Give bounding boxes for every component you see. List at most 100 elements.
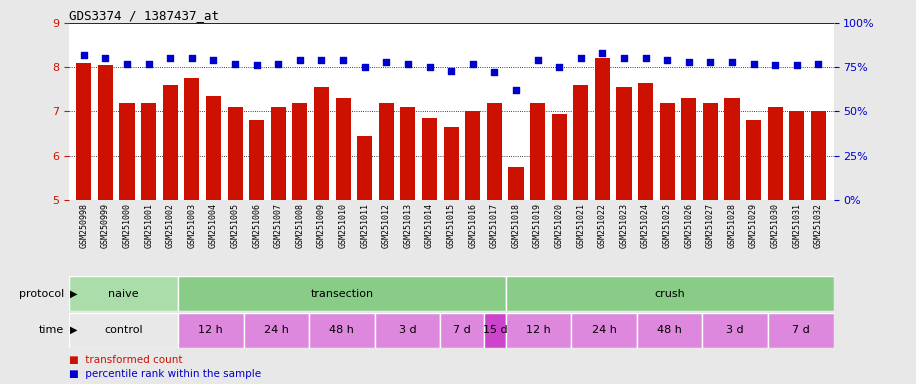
Bar <box>746 120 761 200</box>
Bar <box>206 96 221 200</box>
Point <box>163 55 178 61</box>
Bar <box>163 85 178 200</box>
Bar <box>703 103 718 200</box>
Bar <box>184 78 200 200</box>
Point <box>206 57 221 63</box>
Bar <box>178 313 244 348</box>
Bar <box>638 83 653 200</box>
Text: GSM251015: GSM251015 <box>447 203 455 248</box>
Point <box>249 62 264 68</box>
Bar <box>725 98 739 200</box>
Text: GSM251006: GSM251006 <box>252 203 261 248</box>
Text: control: control <box>104 325 143 335</box>
Point <box>271 61 286 67</box>
Bar <box>660 103 675 200</box>
Text: 24 h: 24 h <box>592 325 616 335</box>
Bar <box>486 103 502 200</box>
Bar <box>506 313 572 348</box>
Text: GSM251032: GSM251032 <box>814 203 823 248</box>
Point <box>508 87 523 93</box>
Point <box>595 50 610 56</box>
Bar <box>69 313 178 348</box>
Point <box>811 61 825 67</box>
Text: GSM251013: GSM251013 <box>403 203 412 248</box>
Text: GSM250998: GSM250998 <box>80 203 88 248</box>
Text: 7 d: 7 d <box>792 325 810 335</box>
Point <box>379 59 394 65</box>
Text: GSM251003: GSM251003 <box>188 203 196 248</box>
Text: GSM251028: GSM251028 <box>727 203 736 248</box>
Point <box>141 61 156 67</box>
Point <box>530 57 545 63</box>
Bar <box>400 107 416 200</box>
Text: GSM251027: GSM251027 <box>706 203 714 248</box>
Bar <box>768 313 834 348</box>
Bar <box>811 111 826 200</box>
Text: GSM251023: GSM251023 <box>619 203 628 248</box>
Text: 24 h: 24 h <box>264 325 289 335</box>
Bar <box>314 87 329 200</box>
Text: GSM250999: GSM250999 <box>101 203 110 248</box>
Text: 7 d: 7 d <box>453 325 471 335</box>
Text: GSM251021: GSM251021 <box>576 203 585 248</box>
Text: 12 h: 12 h <box>199 325 224 335</box>
Text: GSM251005: GSM251005 <box>231 203 240 248</box>
Text: GSM251010: GSM251010 <box>339 203 347 248</box>
Point <box>487 70 502 76</box>
Point <box>616 55 631 61</box>
Text: ▶: ▶ <box>70 325 77 335</box>
Text: GDS3374 / 1387437_at: GDS3374 / 1387437_at <box>69 9 219 22</box>
Bar <box>309 313 375 348</box>
Bar <box>768 107 783 200</box>
Text: transection: transection <box>311 289 374 299</box>
Point <box>725 59 739 65</box>
Bar <box>375 313 441 348</box>
Bar <box>465 111 480 200</box>
Text: GSM251020: GSM251020 <box>555 203 563 248</box>
Bar <box>249 120 264 200</box>
Text: ■  percentile rank within the sample: ■ percentile rank within the sample <box>69 369 261 379</box>
Bar <box>506 276 834 311</box>
Point <box>336 57 351 63</box>
Point <box>184 55 199 61</box>
Bar <box>616 87 631 200</box>
Text: GSM251002: GSM251002 <box>166 203 175 248</box>
Text: GSM251007: GSM251007 <box>274 203 283 248</box>
Bar <box>378 103 394 200</box>
Bar <box>441 313 484 348</box>
Bar <box>227 107 243 200</box>
Text: GSM251000: GSM251000 <box>123 203 132 248</box>
Point <box>422 64 437 70</box>
Point <box>228 61 243 67</box>
Text: GSM251019: GSM251019 <box>533 203 542 248</box>
Bar <box>335 98 351 200</box>
Point <box>660 57 674 63</box>
Text: GSM251009: GSM251009 <box>317 203 326 248</box>
Bar <box>141 103 157 200</box>
Point <box>77 52 92 58</box>
Text: 12 h: 12 h <box>526 325 551 335</box>
Point <box>357 64 372 70</box>
Bar <box>178 276 506 311</box>
Bar <box>594 58 610 200</box>
Text: ■  transformed count: ■ transformed count <box>69 355 182 365</box>
Text: GSM251030: GSM251030 <box>770 203 780 248</box>
Point <box>573 55 588 61</box>
Bar <box>443 127 459 200</box>
Point <box>551 64 566 70</box>
Point <box>703 59 718 65</box>
Bar <box>703 313 768 348</box>
Point <box>747 61 761 67</box>
Bar <box>271 107 286 200</box>
Point <box>790 62 804 68</box>
Bar <box>357 136 372 200</box>
Point <box>768 62 782 68</box>
Text: GSM251008: GSM251008 <box>295 203 304 248</box>
Text: protocol: protocol <box>19 289 64 299</box>
Text: 3 d: 3 d <box>726 325 744 335</box>
Text: naive: naive <box>108 289 138 299</box>
Bar <box>422 118 437 200</box>
Text: GSM251014: GSM251014 <box>425 203 434 248</box>
Bar <box>551 114 567 200</box>
Text: 48 h: 48 h <box>330 325 354 335</box>
